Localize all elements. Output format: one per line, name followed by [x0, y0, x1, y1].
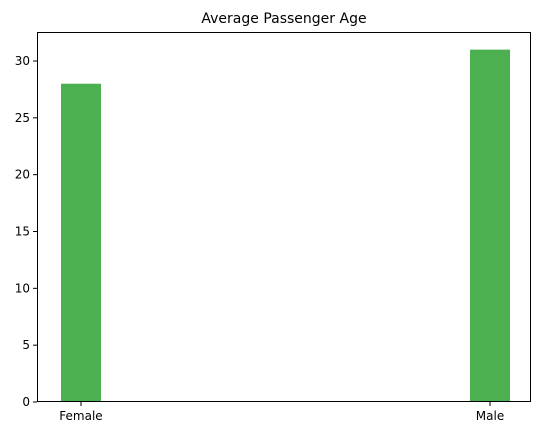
bars-layer	[61, 49, 510, 402]
x-tick-label: Female	[59, 409, 102, 423]
x-tick-label: Male	[476, 409, 504, 423]
y-tick-label: 0	[22, 395, 30, 409]
axes-frame	[37, 32, 531, 402]
bar-male	[470, 49, 510, 402]
bar-female	[61, 83, 101, 402]
y-tick-label: 25	[15, 111, 30, 125]
y-tick-label: 5	[22, 338, 30, 352]
y-tick-label: 30	[15, 54, 30, 68]
y-axis: 0 5 10 15 20 25 30	[15, 54, 37, 409]
y-tick-label: 10	[15, 281, 30, 295]
chart-title: Average Passenger Age	[201, 11, 366, 27]
x-axis: Female Male	[59, 402, 504, 423]
y-tick-label: 20	[15, 168, 30, 182]
y-tick-label: 15	[15, 224, 30, 238]
